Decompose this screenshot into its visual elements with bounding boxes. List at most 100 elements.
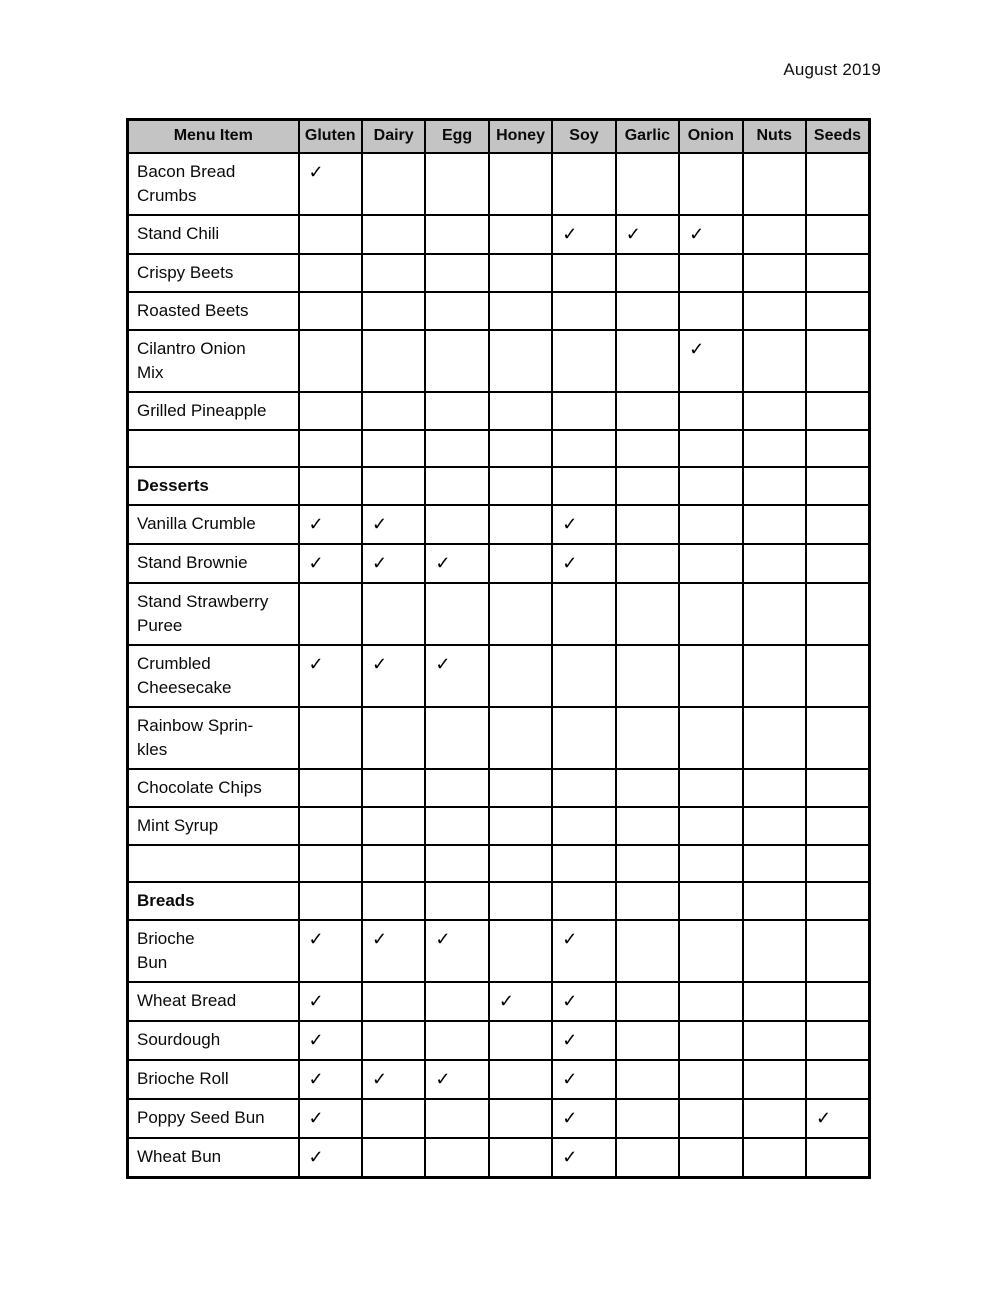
- allergen-cell-nuts: [741, 213, 808, 255]
- allergen-cell-soy: ✓: [551, 918, 617, 983]
- allergen-cell-garlic: [614, 252, 681, 293]
- allergen-cell-dairy: [360, 1019, 427, 1061]
- allergen-cell-garlic: [614, 328, 681, 393]
- allergen-cell-garlic: [614, 1058, 681, 1100]
- allergen-cell-dairy: [360, 980, 427, 1022]
- allergen-cell-dairy: [360, 581, 427, 646]
- allergen-cell-gluten: ✓: [297, 1136, 363, 1178]
- allergen-cell-honey: [487, 581, 554, 646]
- allergen-cell-egg: [424, 503, 490, 545]
- allergen-cell-nuts: [741, 503, 808, 545]
- allergen-cell-gluten: ✓: [297, 151, 363, 216]
- menu-item-cell: Bacon Bread Crumbs: [126, 151, 300, 216]
- allergen-cell-nuts: [741, 1136, 808, 1178]
- check-mark-icon: ✓: [308, 513, 324, 534]
- allergen-table: Menu Item Gluten Dairy Egg Honey Soy Garlic Oni…: [126, 118, 871, 1179]
- allergen-cell-dairy: [360, 767, 427, 808]
- check-mark-icon: ✓: [562, 1146, 578, 1167]
- menu-item-cell: [126, 843, 300, 883]
- check-mark-icon: ✓: [689, 223, 705, 244]
- allergen-cell-nuts: [741, 705, 808, 770]
- allergen-cell-dairy: ✓: [360, 542, 427, 584]
- allergen-cell-honey: [487, 328, 554, 393]
- allergen-cell-garlic: [614, 1019, 681, 1061]
- column-header-garlic: Garlic: [614, 118, 681, 154]
- allergen-cell-seeds: [805, 428, 871, 468]
- allergen-cell-garlic: [614, 465, 681, 506]
- allergen-cell-onion: [678, 428, 744, 468]
- allergen-cell-egg: ✓: [424, 1058, 490, 1100]
- allergen-cell-soy: [551, 643, 617, 708]
- allergen-cell-nuts: [741, 581, 808, 646]
- check-mark-icon: ✓: [689, 338, 705, 359]
- allergen-cell-garlic: [614, 1136, 681, 1178]
- allergen-cell-seeds: [805, 213, 871, 255]
- allergen-cell-egg: [424, 290, 490, 331]
- allergen-cell-gluten: [297, 705, 363, 770]
- allergen-cell-garlic: [614, 581, 681, 646]
- table-row: Stand Chili ✓ ✓ ✓: [126, 213, 871, 255]
- allergen-cell-honey: [487, 390, 554, 431]
- table-row: Wheat Bun ✓ ✓: [126, 1136, 871, 1178]
- allergen-cell-soy: [551, 328, 617, 393]
- allergen-cell-nuts: [741, 542, 808, 584]
- menu-item-cell: Rainbow Sprin- kles: [126, 705, 300, 770]
- allergen-cell-nuts: [741, 252, 808, 293]
- allergen-cell-soy: ✓: [551, 1019, 617, 1061]
- allergen-cell-gluten: [297, 390, 363, 431]
- allergen-cell-seeds: [805, 290, 871, 331]
- column-header-dairy: Dairy: [360, 118, 427, 154]
- check-mark-icon: ✓: [498, 990, 514, 1011]
- menu-item-cell: Wheat Bun: [126, 1136, 300, 1178]
- allergen-cell-egg: [424, 581, 490, 646]
- check-mark-icon: ✓: [308, 161, 324, 182]
- check-mark-icon: ✓: [562, 223, 578, 244]
- allergen-cell-egg: [424, 428, 490, 468]
- allergen-cell-onion: [678, 465, 744, 506]
- allergen-cell-dairy: [360, 151, 427, 216]
- check-mark-icon: ✓: [371, 513, 388, 534]
- allergen-cell-seeds: [805, 390, 871, 431]
- allergen-cell-egg: [424, 1019, 490, 1061]
- allergen-cell-onion: [678, 390, 744, 431]
- check-mark-icon: ✓: [562, 990, 578, 1011]
- check-mark-icon: ✓: [371, 653, 388, 674]
- check-mark-icon: ✓: [562, 1068, 578, 1089]
- allergen-cell-soy: ✓: [551, 542, 617, 584]
- allergen-cell-garlic: [614, 805, 681, 846]
- table-body: Bacon Bread Crumbs ✓ Stand Chili ✓ ✓ ✓ Crispy …: [126, 151, 871, 1178]
- allergen-cell-egg: [424, 252, 490, 293]
- table-row: Roasted Beets: [126, 290, 871, 331]
- allergen-cell-garlic: [614, 428, 681, 468]
- allergen-cell-egg: [424, 213, 490, 255]
- allergen-cell-soy: [551, 581, 617, 646]
- allergen-cell-garlic: [614, 767, 681, 808]
- allergen-cell-egg: [424, 328, 490, 393]
- allergen-cell-egg: [424, 705, 490, 770]
- allergen-cell-gluten: [297, 843, 363, 883]
- allergen-cell-honey: [487, 542, 554, 584]
- allergen-cell-seeds: [805, 1058, 871, 1100]
- allergen-cell-soy: ✓: [551, 1058, 617, 1100]
- allergen-cell-garlic: [614, 880, 681, 921]
- allergen-cell-honey: [487, 1136, 554, 1178]
- allergen-cell-onion: [678, 290, 744, 331]
- menu-item-cell: Sourdough: [126, 1019, 300, 1061]
- allergen-cell-nuts: [741, 428, 808, 468]
- allergen-cell-gluten: ✓: [297, 1019, 363, 1061]
- spacer-row: [126, 843, 871, 883]
- column-header-soy: Soy: [551, 118, 617, 154]
- allergen-cell-dairy: [360, 805, 427, 846]
- allergen-cell-dairy: [360, 290, 427, 331]
- allergen-cell-soy: [551, 252, 617, 293]
- allergen-cell-egg: [424, 880, 490, 921]
- allergen-cell-nuts: [741, 1019, 808, 1061]
- table-row: Crispy Beets: [126, 252, 871, 293]
- allergen-cell-nuts: [741, 843, 808, 883]
- column-header-gluten: Gluten: [297, 118, 363, 154]
- allergen-cell-seeds: [805, 805, 871, 846]
- allergen-cell-onion: ✓: [678, 213, 744, 255]
- column-header-onion: Onion: [678, 118, 744, 154]
- allergen-cell-seeds: [805, 542, 871, 584]
- table-row: Mint Syrup: [126, 805, 871, 846]
